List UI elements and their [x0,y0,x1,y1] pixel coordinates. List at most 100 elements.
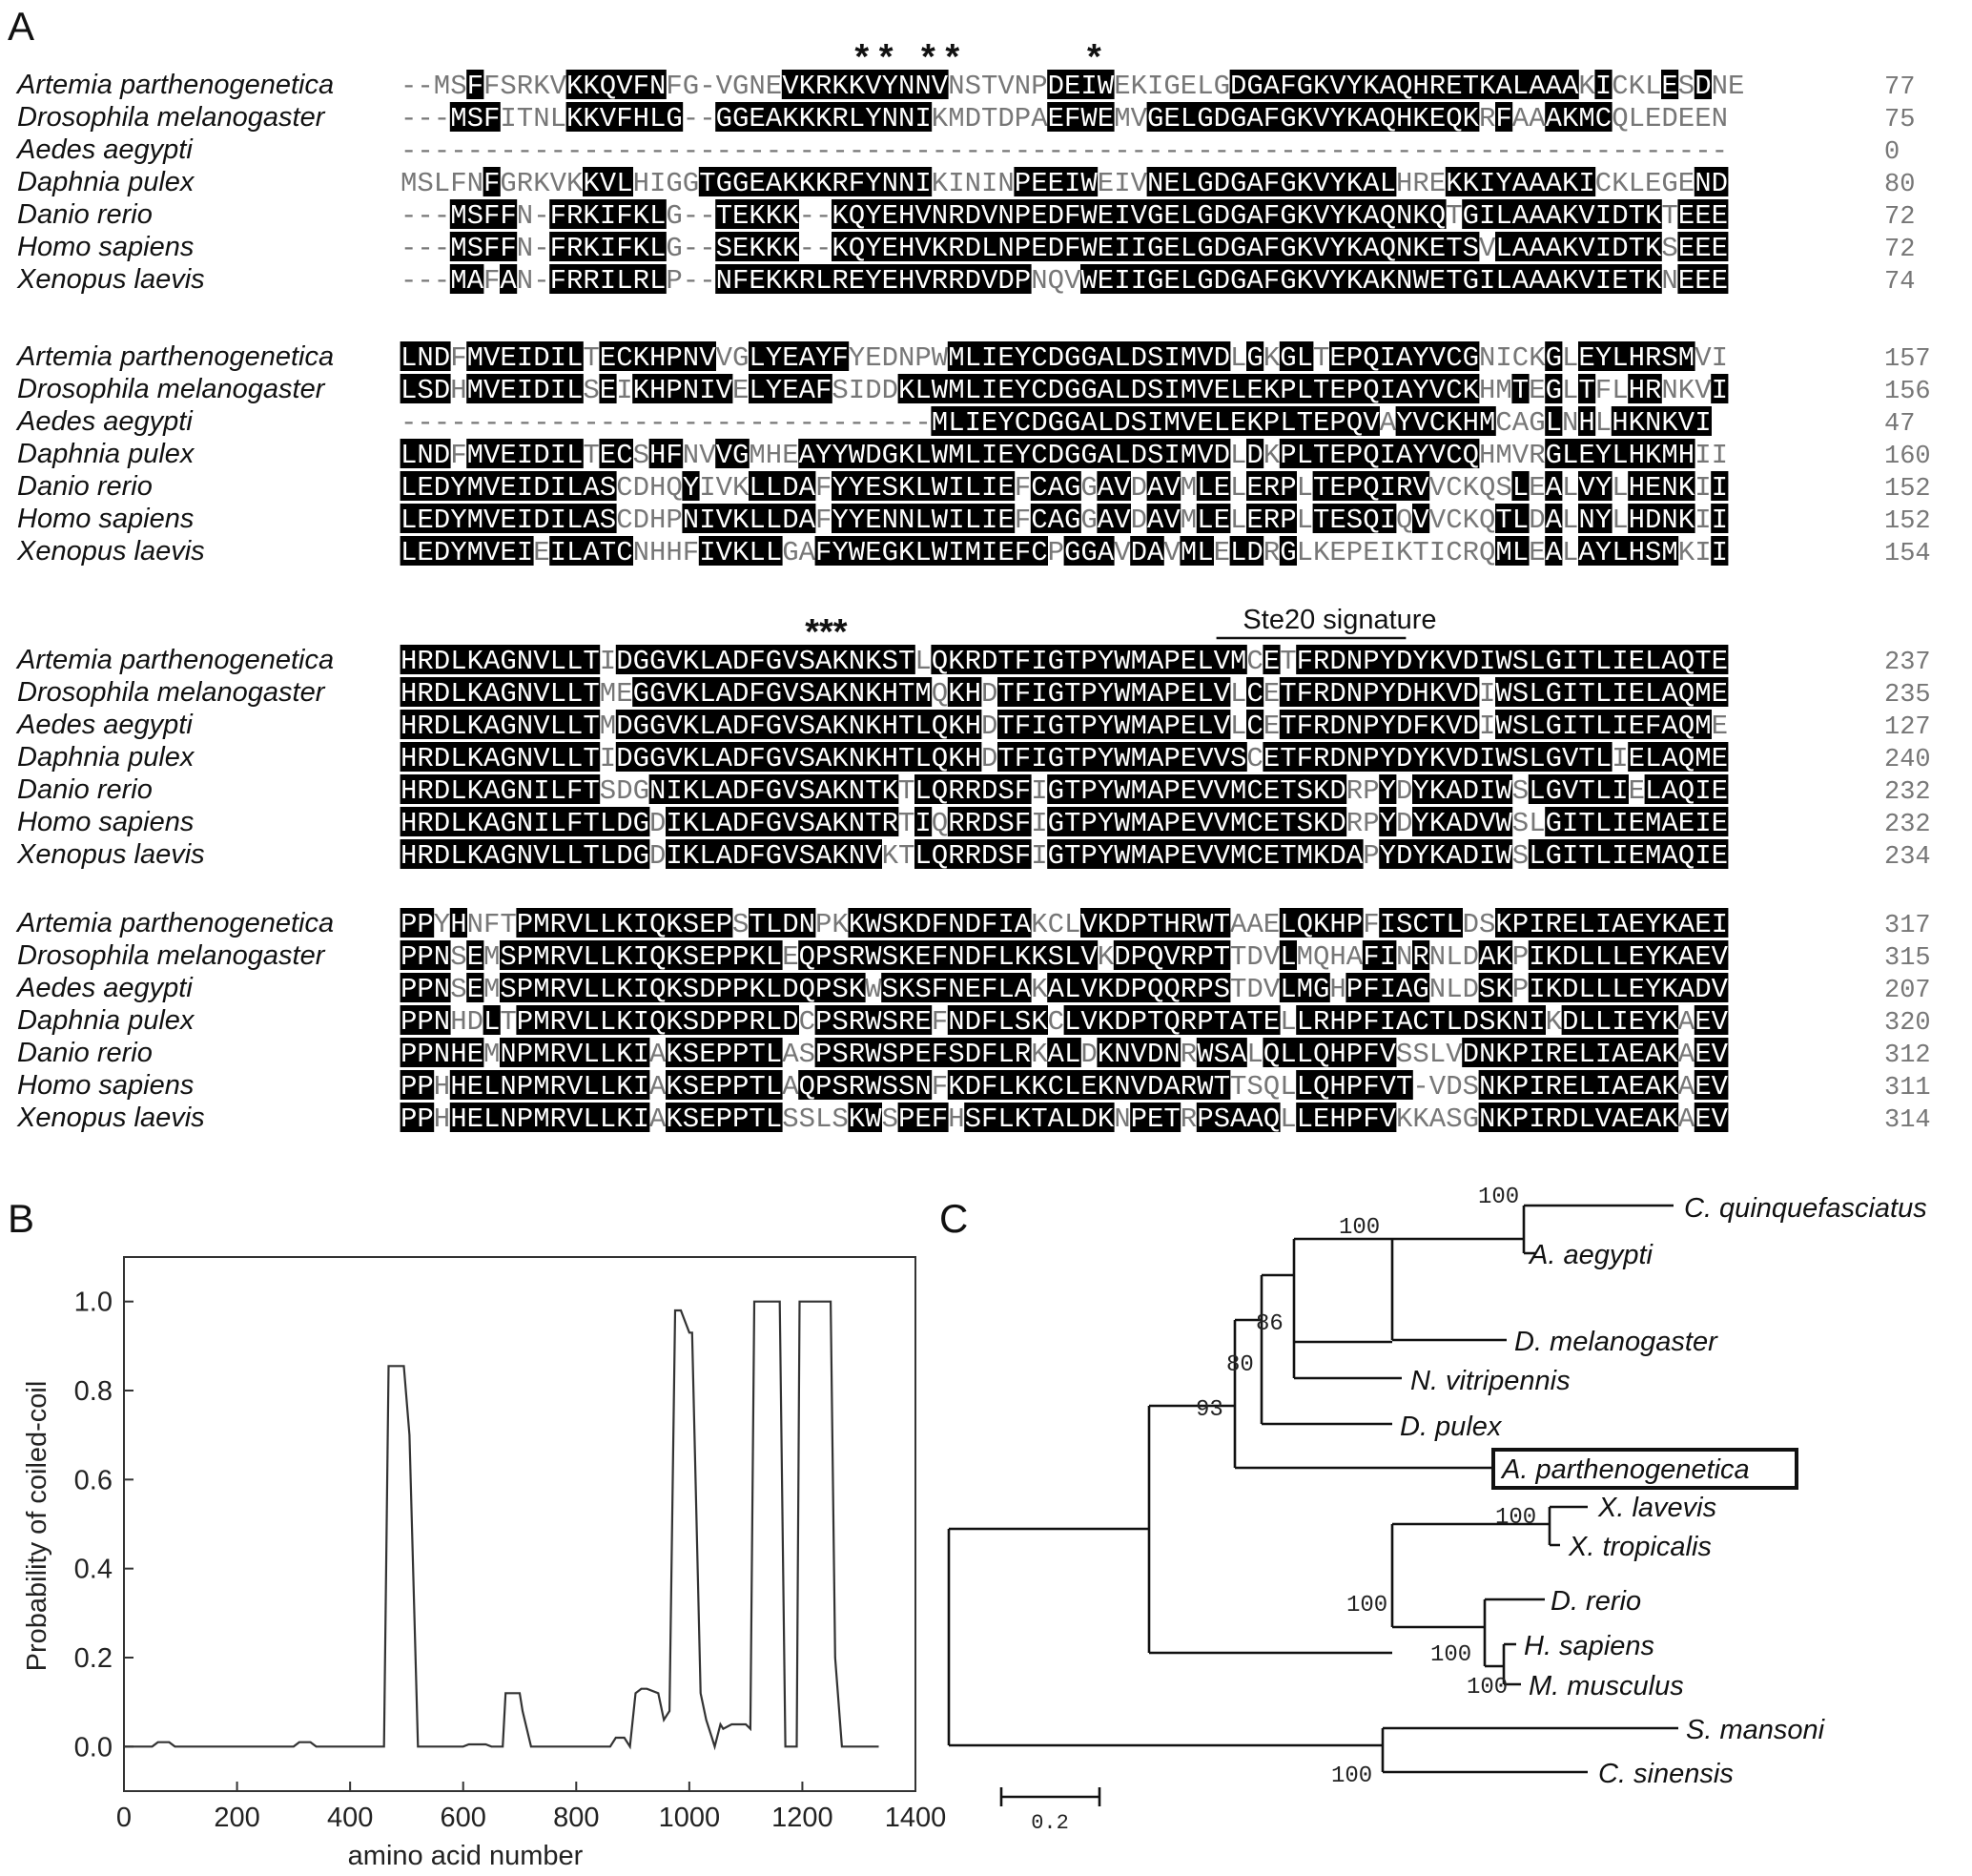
residue: Y [1098,743,1114,774]
residue: S [1463,233,1479,264]
conserved-residue-block [1130,406,1148,436]
residue: R [1263,472,1280,504]
residue: V [566,974,584,1005]
residue: P [1197,941,1213,973]
residue: P [1363,646,1379,677]
residue: P [1280,505,1296,536]
residue: I [699,472,715,504]
residue: Q [1363,375,1379,406]
residue: K [1495,1071,1512,1103]
residue: G [732,342,749,374]
residue: I [633,909,649,940]
residue: D [1396,711,1412,742]
residue: F [1015,646,1031,677]
conserved-residue-block [1578,374,1596,403]
conserved-residue-block [1462,102,1480,132]
residue: A [649,1039,667,1070]
residue: L [1181,233,1197,264]
residue: N [649,775,666,807]
residue: N [517,233,533,264]
residue: K [832,808,849,839]
conserved-residue-block [1644,264,1662,294]
residue: V [782,840,799,872]
residue: L [1197,537,1213,568]
conserved-residue-block [1263,406,1281,436]
conserved-residue-block [400,439,418,468]
residue: M [533,1039,549,1070]
residue: - [533,135,549,167]
residue: - [1529,135,1545,167]
residue: I [1479,168,1495,199]
residue: N [749,71,765,102]
residue: F [932,1103,948,1135]
residue: L [1512,71,1529,102]
residue: T [865,808,881,839]
residue: I [1114,200,1130,232]
residue: L [434,168,450,199]
residue: K [533,168,550,199]
residue: - [1346,135,1363,167]
residue: N [417,440,433,471]
residue: Y [849,342,865,374]
residue: V [666,678,683,710]
residue: I [1562,711,1578,742]
residue: D [1214,103,1230,134]
residue: D [1329,775,1345,807]
residue: Y [450,505,466,536]
residue: T [1429,1006,1446,1038]
residue: N [467,168,483,199]
residue: D [649,840,666,872]
conserved-residue-block [848,167,866,196]
residue: N [849,646,865,677]
conserved-residue-block [599,374,617,403]
residue: P [417,1039,433,1070]
residue: T [500,1006,516,1038]
conserved-residue-block [449,471,467,501]
bootstrap-value: 100 [1467,1675,1508,1701]
residue: E [1031,233,1047,264]
residue: T [1230,974,1246,1005]
residue: Q [1346,407,1363,439]
residue: K [865,646,882,677]
residue: S [1131,407,1147,439]
residue: K [616,974,633,1005]
residue: - [699,233,715,264]
conserved-residue-block [781,199,799,229]
residue: A [1098,342,1115,374]
residue: - [434,407,450,439]
residue: I [1495,342,1511,374]
residue: K [898,941,915,973]
conserved-residue-block [1561,102,1579,132]
residue: E [1529,537,1545,568]
residue: H [1629,375,1645,406]
residue: G [1546,743,1562,774]
species-name: Xenopus laevis [16,264,205,295]
conserved-residue-block [1146,374,1164,403]
residue: G [1280,168,1296,199]
residue: I [533,808,549,839]
residue: M [483,974,500,1005]
residue: P [1346,1006,1363,1038]
residue: K [1098,1071,1115,1103]
residue: F [1297,678,1313,710]
residue: L [749,505,765,536]
residue: K [1015,1071,1032,1103]
residue: A [1363,233,1380,264]
residue: K [832,909,849,940]
residue: I [1595,200,1612,232]
residue: F [483,103,500,134]
residue: - [1313,135,1329,167]
conserved-residue-block [997,264,1016,294]
residue: - [683,233,699,264]
residue: S [683,1103,699,1135]
residue: V [914,200,932,232]
conserved-residue-block [483,167,501,196]
residue: M [533,1006,549,1038]
conserved-residue-block [1462,406,1480,436]
residue: E [1246,375,1263,406]
residue: P [1163,743,1180,774]
x-tick-label: 1200 [771,1803,833,1833]
residue: A [1346,840,1364,872]
residue: L [1512,472,1529,504]
